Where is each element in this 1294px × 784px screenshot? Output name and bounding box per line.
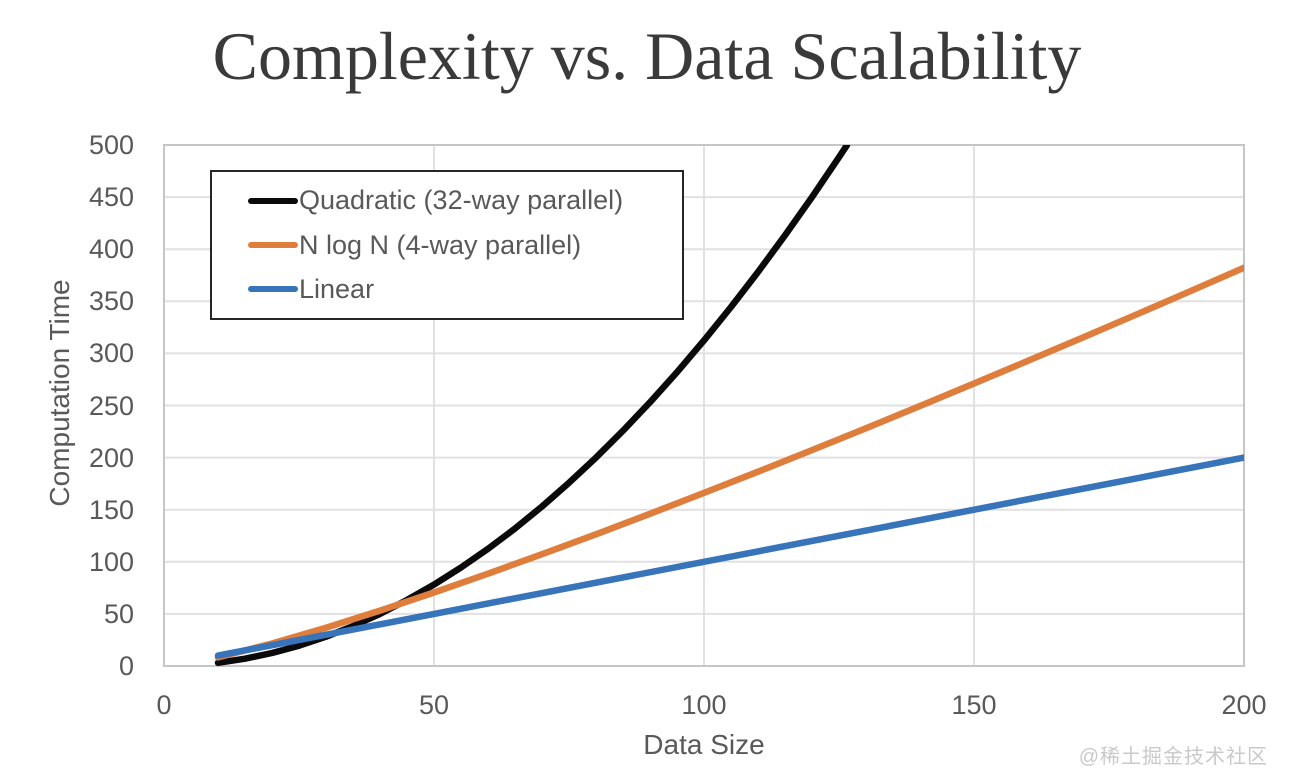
legend-label-nlogn: N log N (4-way parallel) [299,229,582,260]
x-tick-label: 200 [1221,690,1267,720]
y-tick-label: 200 [88,443,134,473]
y-tick-label: 300 [88,338,134,368]
legend-swatch-linear [248,286,298,293]
legend: Quadratic (32-way parallel) N log N (4-w… [210,170,684,320]
plot-border [163,144,1245,667]
y-tick-label: 400 [88,234,134,264]
watermark: @稀土掘金技术社区 [1078,746,1268,768]
legend-swatch-nlogn [248,242,298,248]
series-line-1 [214,264,1244,661]
y-tick-label: 500 [88,130,134,160]
legend-item-nlogn: N log N (4-way parallel) [248,230,682,261]
y-tick-label: 100 [88,547,134,577]
legend-label-linear: Linear [299,273,375,304]
y-tick-label: 0 [118,651,134,681]
legend-swatch-quadratic [248,197,298,204]
chart-title: Complexity vs. Data Scalability [212,18,1082,94]
y-tick-label: 350 [88,286,134,316]
x-axis-title: Data Size [643,729,765,760]
y-tick-label: 250 [88,391,134,421]
y-tick-label: 450 [88,182,134,212]
x-tick-label: 50 [418,690,450,720]
legend-item-linear: Linear [248,274,682,305]
y-tick-label: 50 [103,599,134,629]
x-tick-label: 0 [156,690,172,720]
series-line-2 [214,454,1244,659]
legend-item-quadratic: Quadratic (32-way parallel) [248,185,682,216]
x-tick-label: 100 [681,690,727,720]
y-tick-label: 150 [88,495,134,525]
x-tick-label: 150 [951,690,997,720]
legend-label-quadratic: Quadratic (32-way parallel) [299,185,624,216]
